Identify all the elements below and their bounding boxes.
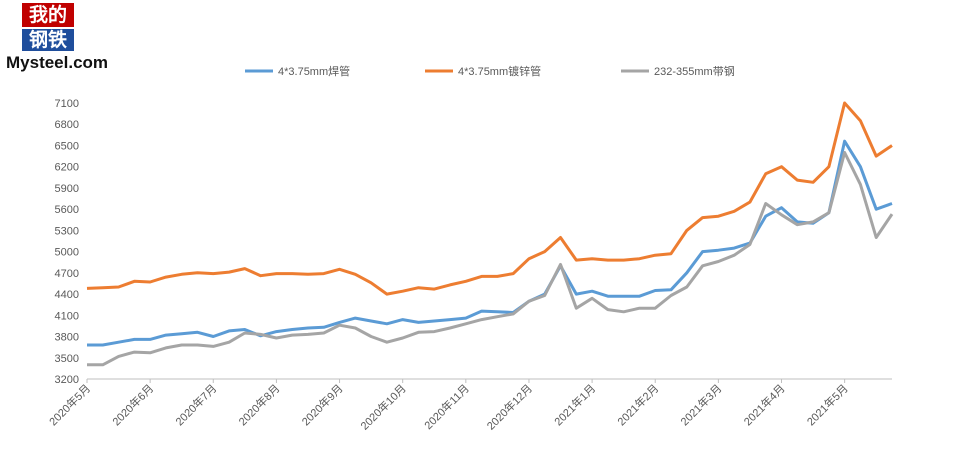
y-tick-label: 4700 (55, 268, 79, 280)
y-tick-label: 5600 (55, 204, 79, 216)
logo-line1: 我的 (29, 3, 67, 26)
y-tick-label: 6200 (55, 162, 79, 174)
y-tick-label: 6500 (55, 140, 79, 152)
logo-brand: Mysteel.com (6, 53, 108, 72)
y-tick-label: 7100 (55, 98, 79, 110)
series-line (87, 139, 893, 347)
y-tick-label: 4100 (55, 310, 79, 322)
x-tick-label: 2021年5月 (804, 381, 851, 428)
y-tick-label: 3500 (55, 353, 79, 365)
y-tick-label: 5900 (55, 183, 79, 195)
series-line (87, 151, 894, 367)
x-tick-label: 2021年1月 (551, 381, 598, 428)
logo-box (22, 3, 74, 27)
x-tick-label: 2020年5月 (46, 381, 93, 428)
y-tick-label: 3200 (55, 374, 79, 386)
x-tick-label: 2020年12月 (484, 381, 535, 432)
series-line (86, 101, 893, 296)
x-tick-label: 2020年8月 (235, 381, 282, 428)
x-tick-label: 2020年11月 (421, 381, 472, 432)
y-tick-label: 5000 (55, 247, 79, 259)
y-tick-label: 5300 (55, 225, 79, 237)
x-tick-label: 2021年3月 (677, 381, 724, 428)
x-tick-label: 2020年6月 (109, 381, 156, 428)
x-tick-label: 2021年4月 (741, 381, 788, 428)
logo-box (22, 29, 74, 51)
legend-label: 4*3.75mm镀锌管 (458, 64, 541, 78)
x-tick-label: 2020年7月 (172, 381, 219, 428)
legend-label: 232-355mm带钢 (654, 65, 735, 78)
legend-label: 4*3.75mm焊管 (278, 64, 350, 78)
logo-line2: 钢铁 (29, 28, 67, 51)
x-tick-label: 2020年9月 (299, 381, 346, 428)
y-tick-label: 4400 (55, 289, 79, 301)
y-tick-label: 6800 (55, 119, 79, 131)
x-tick-label: 2020年10月 (357, 381, 408, 432)
x-tick-label: 2021年2月 (614, 381, 661, 428)
y-tick-label: 3800 (55, 332, 79, 344)
